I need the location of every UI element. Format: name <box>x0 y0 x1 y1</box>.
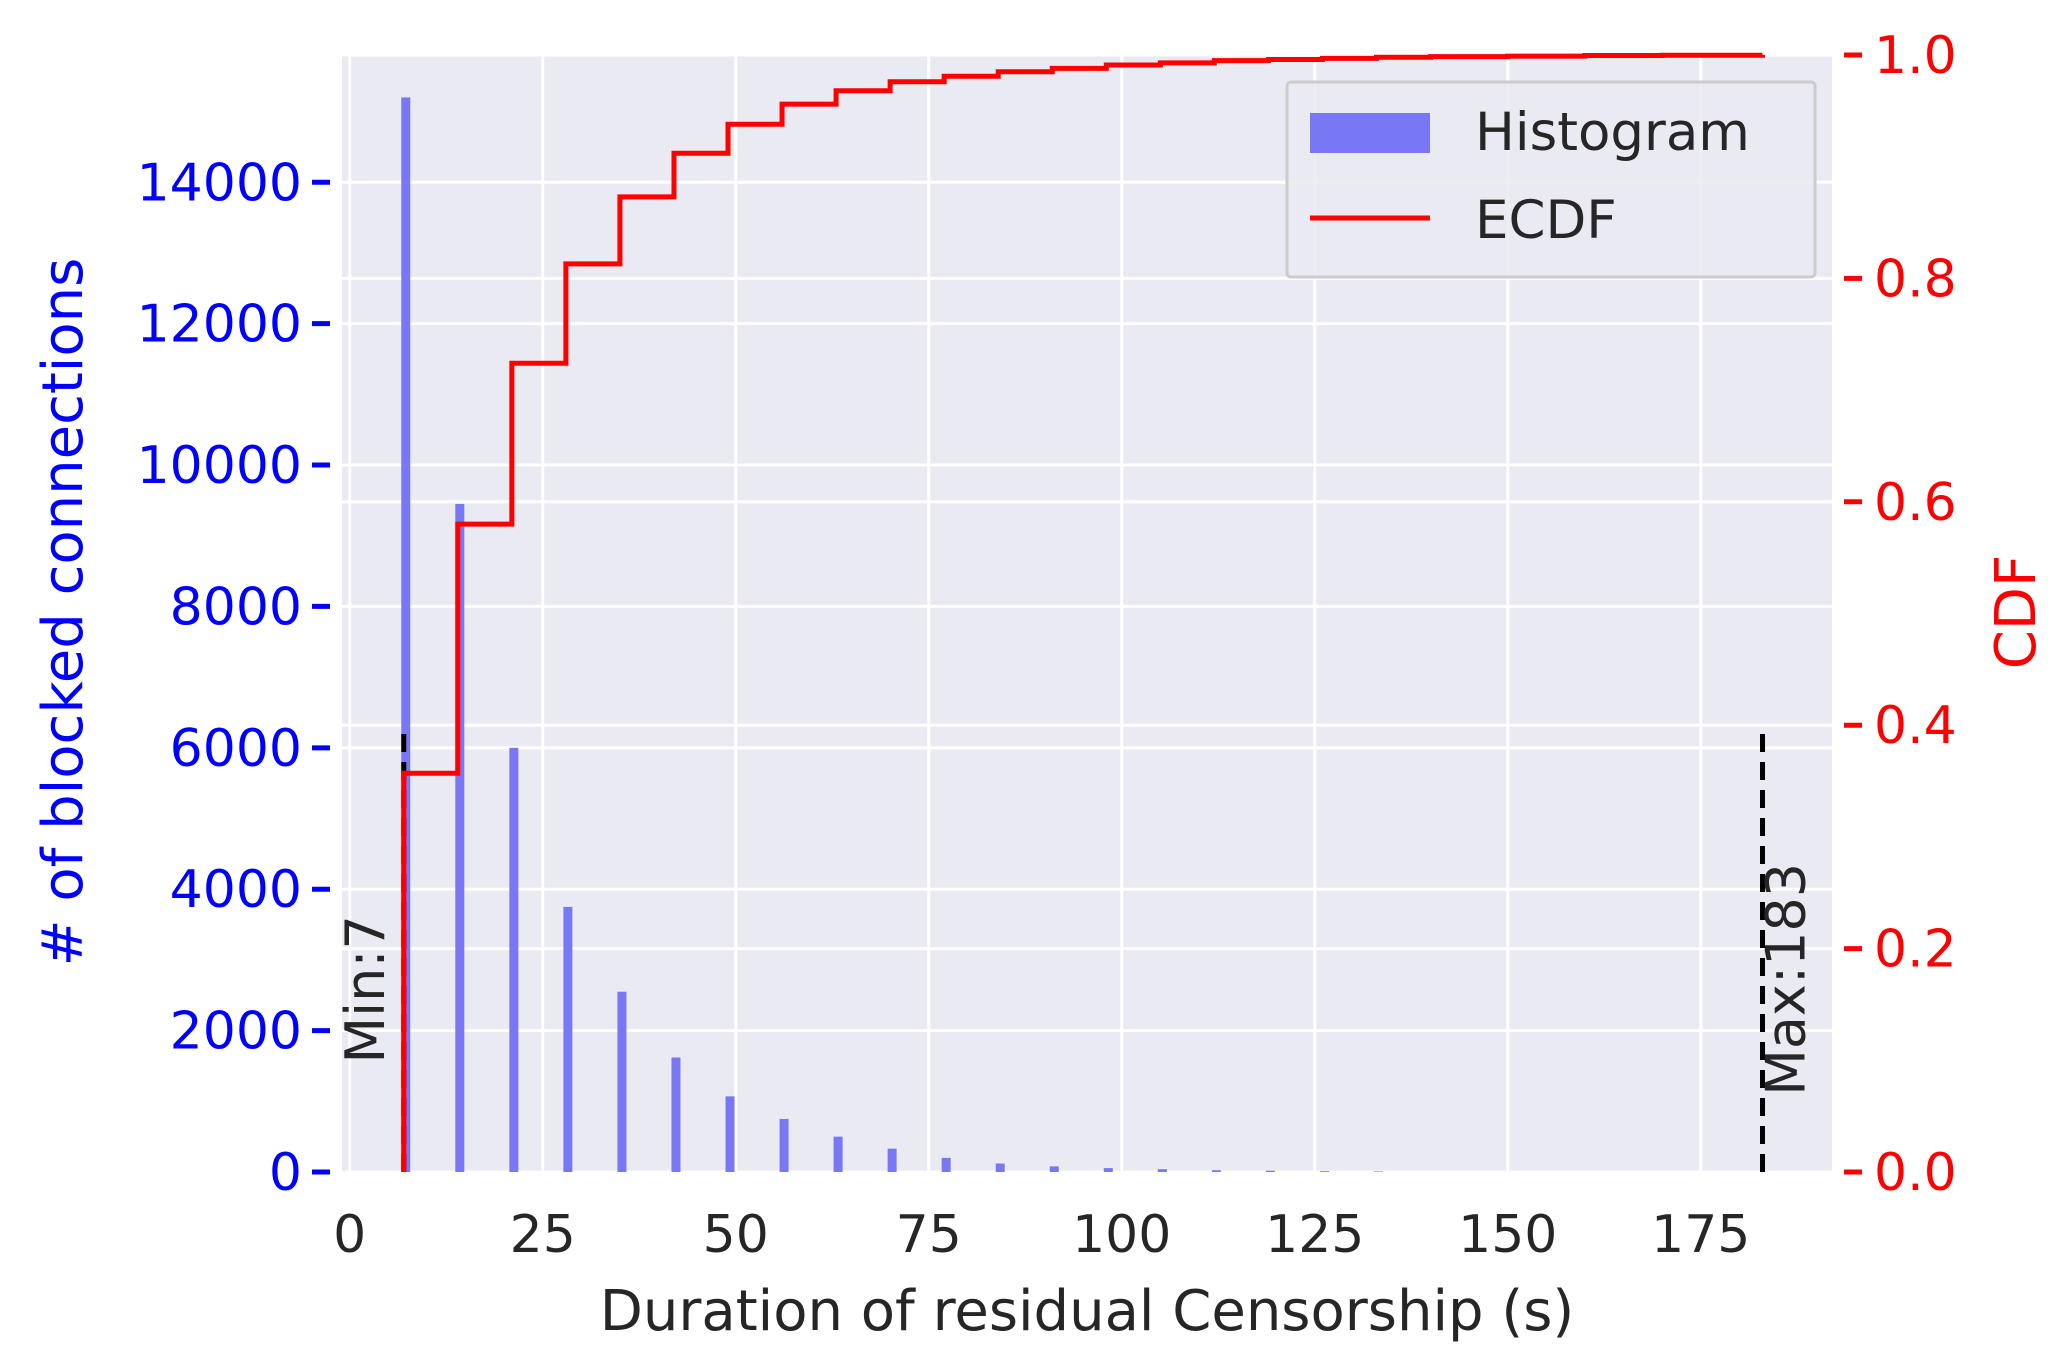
histogram-bar <box>725 1096 735 1172</box>
min-max-markers: Min:7 Max:183 <box>334 726 1818 1172</box>
legend: Histogram ECDF <box>1285 80 1817 279</box>
x-tick-label: 50 <box>703 1205 769 1265</box>
y-right-tick-label: 0.4 <box>1874 696 1957 756</box>
histogram-bar <box>617 991 627 1172</box>
x-tick-label: 150 <box>1458 1205 1557 1265</box>
histogram-bar <box>1319 1171 1329 1172</box>
x-tick-label: 25 <box>510 1205 576 1265</box>
x-tick-label: 75 <box>896 1205 962 1265</box>
histogram-bar <box>1049 1166 1059 1172</box>
histogram-bar <box>1374 1171 1384 1172</box>
histogram-bar <box>1157 1169 1167 1172</box>
ecdf-step-line <box>401 52 1766 1172</box>
y-right-tick-label: 1.0 <box>1874 26 1957 86</box>
y-left-tick-label: 10000 <box>137 436 302 496</box>
histogram-bar <box>941 1157 951 1172</box>
histogram-bar <box>1265 1170 1275 1172</box>
histogram-bar <box>671 1057 681 1172</box>
histogram-bar <box>833 1136 843 1172</box>
y-axis-right-label: CDF <box>1984 555 2049 669</box>
y-left-tick-label: 0 <box>269 1143 302 1203</box>
axes: 0 25 50 75 100 125 150 175 0 2000 4000 6000 8000 1000… <box>137 26 1957 1265</box>
x-tick-label: 100 <box>1072 1205 1171 1265</box>
y-right-tick-label: 0.2 <box>1874 920 1957 980</box>
max-marker-label: Max:183 <box>1755 863 1818 1096</box>
min-marker-label: Min:7 <box>334 915 397 1063</box>
y-left-tick-label: 12000 <box>137 295 302 355</box>
histogram-bar <box>563 906 573 1172</box>
histogram-bar <box>887 1148 897 1172</box>
x-tick-label: 0 <box>333 1205 366 1265</box>
grid-lines <box>342 53 1832 1174</box>
histogram-bar <box>779 1118 789 1172</box>
ecdf-series <box>401 52 1766 1172</box>
y-left-tick-label: 2000 <box>170 1002 302 1062</box>
y-right-tick-label: 0.6 <box>1874 473 1957 533</box>
y-left-tick-label: 4000 <box>170 860 302 920</box>
legend-histogram-label: Histogram <box>1475 102 1750 163</box>
y-left-tick-label: 8000 <box>170 577 302 637</box>
histogram-bar <box>455 503 465 1172</box>
x-axis-label: Duration of residual Censorship (s) <box>600 1279 1574 1344</box>
histogram-bar <box>1103 1168 1113 1172</box>
histogram-bar <box>509 747 519 1172</box>
histogram-bar <box>1211 1170 1221 1172</box>
histogram-bar <box>401 97 411 1172</box>
y-left-tick-label: 6000 <box>170 719 302 779</box>
histogram-bar <box>995 1163 1005 1172</box>
y-right-tick-label: 0.0 <box>1874 1143 1957 1203</box>
y-axis-left-label: # of blocked connections <box>31 258 96 967</box>
x-tick-label: 125 <box>1265 1205 1364 1265</box>
legend-histogram-swatch <box>1310 113 1430 153</box>
legend-ecdf-label: ECDF <box>1475 190 1617 251</box>
histogram-bars <box>401 97 1384 1172</box>
y-right-tick-label: 0.8 <box>1874 249 1957 309</box>
y-left-tick-label: 14000 <box>137 153 302 213</box>
x-tick-label: 175 <box>1651 1205 1750 1265</box>
